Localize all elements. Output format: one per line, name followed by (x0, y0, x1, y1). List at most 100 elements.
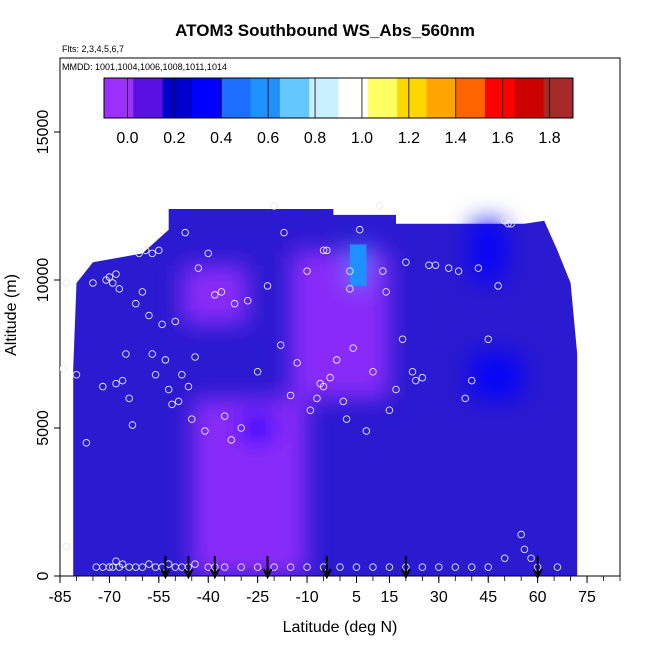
x-tick-label: 30 (430, 589, 448, 606)
x-tick-label: 45 (479, 589, 497, 606)
observation-point (201, 427, 209, 435)
observation-point (444, 264, 453, 272)
x-tick-label: -85 (48, 589, 71, 606)
observation-point (412, 376, 420, 385)
observation-point (112, 557, 120, 565)
colorbar-swatch (455, 78, 486, 118)
observation-point (194, 264, 203, 272)
profile-arrow-head (183, 568, 194, 580)
observation-point (122, 350, 130, 358)
observation-point (132, 299, 140, 308)
heatmap-feature-0 (181, 265, 248, 325)
observation-point (112, 270, 120, 278)
observation-point (141, 246, 150, 255)
x-tick-label: -55 (147, 589, 170, 606)
observation-point (342, 415, 351, 423)
profile-arrow-head (209, 568, 220, 580)
colorbar-tick-label: 1.2 (398, 130, 420, 147)
colorbar-swatch (514, 78, 545, 118)
profile-arrow (321, 556, 332, 580)
observation-point (392, 385, 400, 394)
x-tick-label: 60 (529, 589, 547, 606)
colorbar-tick-label: 0.2 (163, 130, 185, 147)
observation-point (500, 554, 509, 562)
observation-point (332, 356, 341, 364)
observation-point (188, 415, 196, 423)
y-axis-label: Altitude (m) (3, 274, 20, 356)
observation-point (220, 563, 229, 571)
observation-point (385, 563, 394, 571)
observation-point (362, 427, 371, 435)
observation-point (108, 279, 117, 287)
colorbar-tick-label: 1.4 (445, 130, 467, 147)
observation-markers (60, 202, 562, 571)
profile-arrow-head (160, 568, 171, 580)
observation-point (211, 291, 219, 299)
observation-point (217, 288, 226, 296)
colorbar-swatch (485, 78, 515, 118)
observation-point (191, 560, 199, 568)
observation-point (402, 258, 410, 266)
observation-point (494, 282, 502, 290)
observation-point (474, 264, 483, 272)
observation-point (461, 394, 469, 403)
observation-point (105, 273, 114, 281)
observation-point (270, 202, 278, 210)
observation-point (161, 356, 170, 364)
observation-point (385, 406, 394, 414)
observation-point (227, 436, 236, 444)
observation-point (174, 397, 183, 406)
observation-point (105, 563, 114, 571)
colorbar-frame (103, 77, 574, 119)
profile-arrow-head (321, 568, 332, 580)
profile-arrow (209, 556, 220, 580)
x-tick-label: 5 (352, 589, 361, 606)
colorbar-swatch (338, 78, 369, 118)
observation-point (352, 563, 361, 571)
observation-point (418, 563, 427, 571)
observation-point (504, 220, 512, 228)
profile-arrow-head (262, 568, 273, 580)
colorbar-tick-label: 0.6 (257, 130, 279, 147)
heatmap-features (181, 220, 522, 576)
observation-point (319, 246, 328, 255)
observation-point (164, 385, 173, 394)
colorbar-tick-label: 0.4 (210, 130, 232, 147)
observation-point (454, 267, 463, 275)
colorbar-swatch (397, 78, 427, 118)
y-axis: 0 5000 10000 15000 (35, 110, 60, 580)
observation-point (125, 394, 133, 403)
colorbar-swatch (162, 78, 193, 118)
colorbar-swatch (367, 78, 398, 118)
x-tick-label: -10 (295, 589, 318, 606)
x-axis-label: Latitude (deg N) (283, 619, 398, 636)
observation-point (507, 220, 516, 228)
observation-point (323, 246, 331, 255)
profile-arrow (262, 556, 273, 580)
colorbar-tick-label: 1.0 (351, 130, 373, 147)
observation-point (135, 249, 143, 258)
colorbar-tick-label: 0.8 (304, 130, 326, 147)
observation-point (319, 382, 328, 391)
observation-point (369, 563, 377, 571)
observation-point (379, 267, 387, 275)
observation-point (286, 391, 295, 400)
observation-point (253, 368, 262, 376)
observation-point (237, 424, 245, 432)
observation-point (171, 317, 180, 326)
colorbar-swatch (279, 78, 310, 118)
chart-title: ATOM3 Southbound WS_Abs_560nm (175, 21, 475, 40)
observation-point (244, 296, 252, 305)
observation-point (356, 225, 364, 234)
observation-point (382, 288, 390, 296)
observation-point (115, 285, 124, 293)
observation-point (484, 563, 492, 571)
observation-point (408, 368, 417, 376)
heatmap-feature-streak (349, 244, 367, 286)
x-tick-label: -70 (98, 589, 121, 606)
colorbar-tick-label: 1.6 (492, 130, 514, 147)
colorbar-swatch (250, 78, 281, 118)
observation-point (138, 288, 147, 296)
profile-arrows (160, 556, 543, 580)
